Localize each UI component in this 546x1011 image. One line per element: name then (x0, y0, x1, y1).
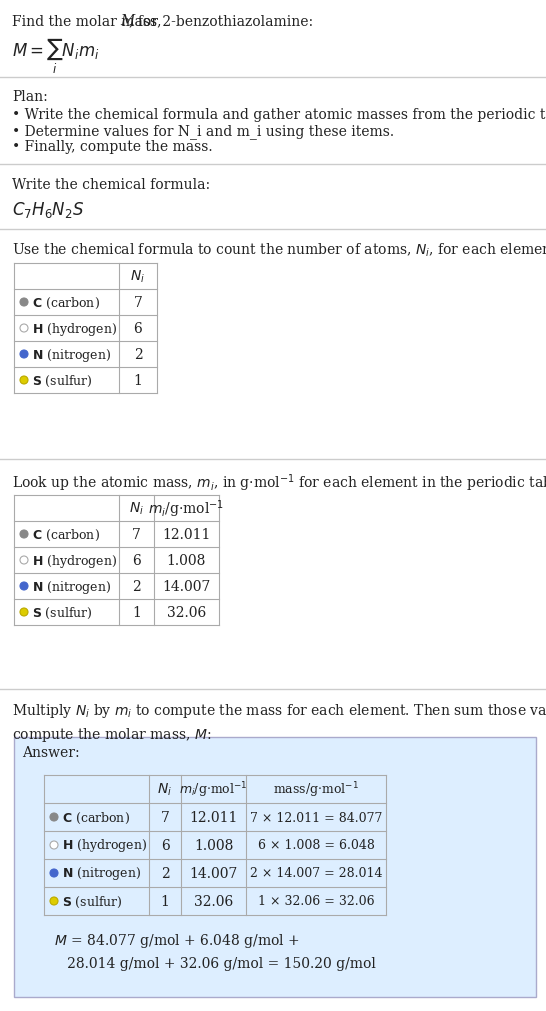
Circle shape (20, 582, 28, 590)
Text: 2 × 14.007 = 28.014: 2 × 14.007 = 28.014 (250, 866, 382, 880)
Text: 1: 1 (161, 894, 169, 908)
Text: $\bf{C}$ (carbon): $\bf{C}$ (carbon) (62, 810, 130, 825)
Text: 7 × 12.011 = 84.077: 7 × 12.011 = 84.077 (250, 811, 382, 824)
Text: Write the chemical formula:: Write the chemical formula: (12, 178, 210, 192)
Text: Answer:: Answer: (22, 745, 80, 759)
Text: • Write the chemical formula and gather atomic masses from the periodic table.: • Write the chemical formula and gather … (12, 108, 546, 122)
Text: M: M (120, 14, 134, 28)
Text: Plan:: Plan: (12, 90, 48, 104)
Text: $M = \sum_{i} N_{i}m_{i}$: $M = \sum_{i} N_{i}m_{i}$ (12, 36, 99, 76)
Text: • Finally, compute the mass.: • Finally, compute the mass. (12, 140, 212, 154)
Text: $\bf{N}$ (nitrogen): $\bf{N}$ (nitrogen) (32, 346, 111, 363)
Text: • Determine values for N_i and m_i using these items.: • Determine values for N_i and m_i using… (12, 124, 394, 139)
Text: Find the molar mass,: Find the molar mass, (12, 14, 166, 28)
Circle shape (20, 351, 28, 359)
Text: 6: 6 (161, 838, 169, 852)
Text: 7: 7 (132, 528, 141, 542)
Text: 6: 6 (134, 321, 143, 336)
Text: $N_i$: $N_i$ (130, 269, 146, 285)
FancyBboxPatch shape (14, 737, 536, 997)
Circle shape (50, 897, 58, 905)
Text: $\bf{N}$ (nitrogen): $\bf{N}$ (nitrogen) (32, 578, 111, 594)
Text: Multiply $N_i$ by $m_i$ to compute the mass for each element. Then sum those val: Multiply $N_i$ by $m_i$ to compute the m… (12, 702, 546, 744)
Circle shape (20, 325, 28, 333)
Text: $M$ = 84.077 g/mol + 6.048 g/mol +
   28.014 g/mol + 32.06 g/mol = 150.20 g/mol: $M$ = 84.077 g/mol + 6.048 g/mol + 28.01… (54, 931, 376, 970)
Text: 7: 7 (134, 295, 143, 309)
Text: $\bf{N}$ (nitrogen): $\bf{N}$ (nitrogen) (62, 864, 141, 882)
Circle shape (50, 813, 58, 821)
Circle shape (20, 609, 28, 617)
Text: $N_i$: $N_i$ (129, 500, 144, 517)
Text: 7: 7 (161, 810, 169, 824)
Text: 6: 6 (132, 553, 141, 567)
Text: 1.008: 1.008 (194, 838, 233, 852)
Text: 1.008: 1.008 (167, 553, 206, 567)
Circle shape (20, 377, 28, 384)
Text: Look up the atomic mass, $m_i$, in g$\cdot$mol$^{-1}$ for each element in the pe: Look up the atomic mass, $m_i$, in g$\cd… (12, 471, 546, 493)
Text: 2: 2 (134, 348, 143, 362)
Text: $\bf{H}$ (hydrogen): $\bf{H}$ (hydrogen) (62, 837, 147, 853)
Text: 12.011: 12.011 (162, 528, 211, 542)
Text: $m_i$/g$\cdot$mol$^{-1}$: $m_i$/g$\cdot$mol$^{-1}$ (149, 497, 224, 520)
Text: 14.007: 14.007 (189, 866, 238, 881)
Circle shape (20, 531, 28, 539)
Text: $C_7H_6N_2S$: $C_7H_6N_2S$ (12, 200, 84, 219)
Text: , for 2-benzothiazolamine:: , for 2-benzothiazolamine: (129, 14, 313, 28)
Circle shape (20, 556, 28, 564)
Text: $\bf{H}$ (hydrogen): $\bf{H}$ (hydrogen) (32, 320, 117, 337)
Text: $\bf{S}$ (sulfur): $\bf{S}$ (sulfur) (32, 605, 93, 620)
Text: 1: 1 (132, 606, 141, 620)
Text: 1 × 32.06 = 32.06: 1 × 32.06 = 32.06 (258, 895, 375, 908)
Text: Use the chemical formula to count the number of atoms, $N_i$, for each element:: Use the chemical formula to count the nu… (12, 242, 546, 259)
Text: $N_i$: $N_i$ (157, 782, 173, 798)
Text: 6 × 1.008 = 6.048: 6 × 1.008 = 6.048 (258, 839, 375, 851)
Text: 32.06: 32.06 (194, 894, 233, 908)
Text: 2: 2 (161, 866, 169, 881)
Text: $\bf{S}$ (sulfur): $\bf{S}$ (sulfur) (62, 894, 123, 909)
Text: $\bf{H}$ (hydrogen): $\bf{H}$ (hydrogen) (32, 552, 117, 569)
Text: mass/g$\cdot$mol$^{-1}$: mass/g$\cdot$mol$^{-1}$ (273, 779, 359, 799)
Circle shape (20, 298, 28, 306)
Circle shape (50, 841, 58, 849)
Text: 32.06: 32.06 (167, 606, 206, 620)
Text: 1: 1 (134, 374, 143, 387)
Text: $\bf{C}$ (carbon): $\bf{C}$ (carbon) (32, 295, 100, 310)
Circle shape (50, 869, 58, 878)
Text: 12.011: 12.011 (189, 810, 238, 824)
Text: $m_i$/g$\cdot$mol$^{-1}$: $m_i$/g$\cdot$mol$^{-1}$ (179, 779, 248, 799)
Text: $\bf{C}$ (carbon): $\bf{C}$ (carbon) (32, 527, 100, 542)
Text: $\bf{S}$ (sulfur): $\bf{S}$ (sulfur) (32, 373, 93, 388)
Text: 2: 2 (132, 579, 141, 593)
Text: 14.007: 14.007 (162, 579, 211, 593)
